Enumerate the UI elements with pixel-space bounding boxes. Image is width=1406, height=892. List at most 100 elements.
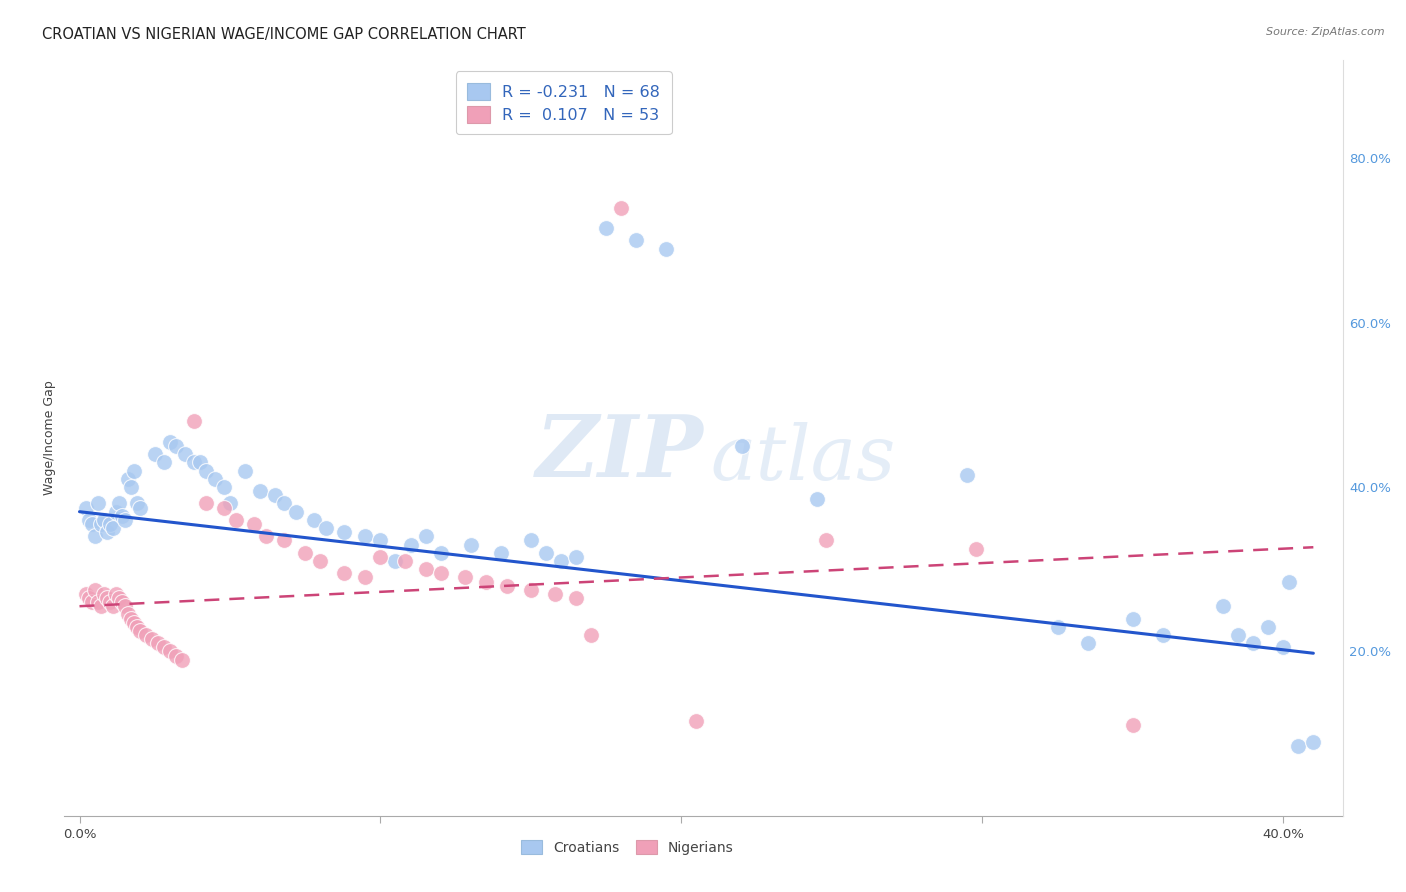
Point <box>120 611 142 625</box>
Point <box>101 599 124 614</box>
Point <box>165 648 187 663</box>
Point <box>595 221 617 235</box>
Point <box>534 546 557 560</box>
Point <box>965 541 987 556</box>
Point <box>219 496 242 510</box>
Point <box>495 579 517 593</box>
Point <box>384 554 406 568</box>
Point <box>1302 735 1324 749</box>
Point <box>80 595 103 609</box>
Point <box>125 496 148 510</box>
Point <box>333 525 356 540</box>
Point <box>655 242 678 256</box>
Point <box>370 533 392 548</box>
Point <box>204 472 226 486</box>
Point <box>117 472 139 486</box>
Point <box>309 554 332 568</box>
Point <box>90 599 112 614</box>
Point <box>249 484 271 499</box>
Point <box>107 496 129 510</box>
Point <box>111 595 134 609</box>
Point <box>77 513 100 527</box>
Point <box>294 546 316 560</box>
Point <box>806 492 828 507</box>
Point <box>122 464 145 478</box>
Point <box>170 653 193 667</box>
Y-axis label: Wage/Income Gap: Wage/Income Gap <box>44 380 56 495</box>
Point <box>354 570 377 584</box>
Text: atlas: atlas <box>710 422 896 496</box>
Point <box>415 562 437 576</box>
Point <box>370 549 392 564</box>
Legend: R = -0.231   N = 68, R =  0.107   N = 53: R = -0.231 N = 68, R = 0.107 N = 53 <box>456 71 672 134</box>
Point <box>143 447 166 461</box>
Point <box>243 516 266 531</box>
Point <box>264 488 287 502</box>
Text: ZIP: ZIP <box>536 411 704 494</box>
Point <box>98 595 121 609</box>
Point <box>128 624 150 638</box>
Point <box>104 505 127 519</box>
Point <box>125 620 148 634</box>
Point <box>544 587 567 601</box>
Point <box>152 455 174 469</box>
Point <box>90 516 112 531</box>
Point <box>730 439 752 453</box>
Text: Source: ZipAtlas.com: Source: ZipAtlas.com <box>1267 27 1385 37</box>
Point <box>107 591 129 605</box>
Point <box>114 513 136 527</box>
Point <box>1212 599 1234 614</box>
Point <box>83 582 105 597</box>
Point <box>429 546 451 560</box>
Point <box>454 570 477 584</box>
Point <box>120 480 142 494</box>
Point <box>565 549 588 564</box>
Point <box>302 513 325 527</box>
Point <box>233 464 256 478</box>
Point <box>814 533 837 548</box>
Point <box>104 587 127 601</box>
Point <box>333 566 356 581</box>
Point <box>685 714 707 729</box>
Point <box>86 496 108 510</box>
Point <box>1152 628 1174 642</box>
Point <box>610 201 633 215</box>
Point <box>225 513 247 527</box>
Point <box>273 533 295 548</box>
Point <box>520 582 543 597</box>
Point <box>152 640 174 655</box>
Point <box>183 414 205 428</box>
Point <box>354 529 377 543</box>
Point <box>415 529 437 543</box>
Point <box>956 467 979 482</box>
Point <box>565 591 588 605</box>
Point <box>520 533 543 548</box>
Point <box>1272 640 1295 655</box>
Point <box>114 599 136 614</box>
Point <box>96 591 118 605</box>
Point <box>83 529 105 543</box>
Point <box>183 455 205 469</box>
Point <box>212 480 235 494</box>
Point <box>98 516 121 531</box>
Point <box>117 607 139 622</box>
Point <box>128 500 150 515</box>
Point <box>1286 739 1309 753</box>
Point <box>394 554 416 568</box>
Point <box>159 434 181 449</box>
Point <box>1046 620 1069 634</box>
Point <box>86 595 108 609</box>
Point <box>141 632 163 646</box>
Point <box>1122 611 1144 625</box>
Point <box>111 508 134 523</box>
Point <box>460 538 482 552</box>
Point <box>315 521 337 535</box>
Point <box>285 505 308 519</box>
Point <box>165 439 187 453</box>
Point <box>579 628 602 642</box>
Point <box>429 566 451 581</box>
Point <box>135 628 157 642</box>
Point <box>77 591 100 605</box>
Point <box>1077 636 1099 650</box>
Point <box>399 538 422 552</box>
